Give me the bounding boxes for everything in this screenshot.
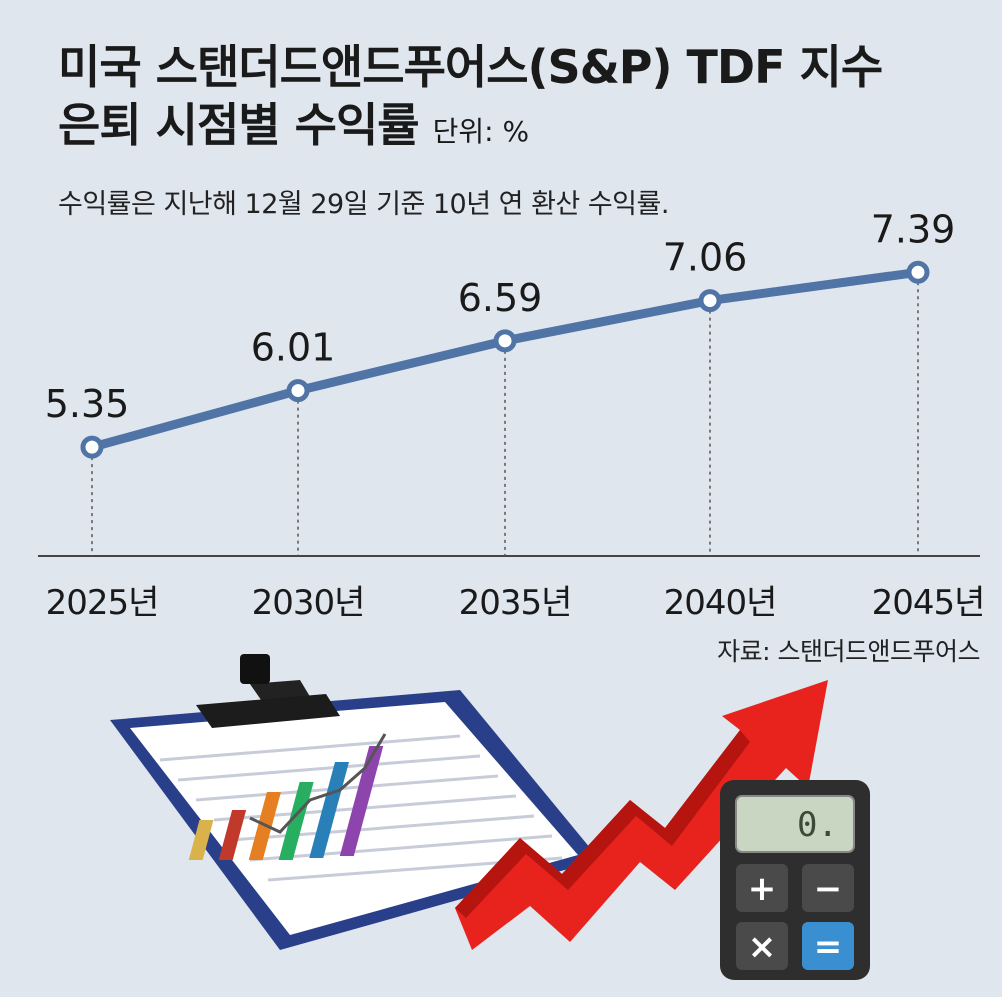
source-note: 자료: 스탠더드앤드푸어스 — [717, 637, 980, 666]
data-label: 7.39 — [871, 207, 956, 251]
data-point — [906, 260, 930, 284]
data-point — [493, 329, 517, 353]
calculator-key: − — [814, 869, 843, 909]
x-tick-label: 2035년 — [459, 583, 572, 623]
rising-arrow-icon — [455, 680, 828, 950]
unit-label: 단위: % — [432, 115, 530, 148]
data-point — [286, 379, 310, 403]
calculator-key: = — [814, 927, 843, 967]
bar-chart-icon — [188, 733, 387, 860]
data-label: 6.59 — [458, 276, 543, 320]
title-line-2: 은퇴 시점별 수익률 단위: % — [58, 96, 882, 161]
calculator-key: × — [748, 927, 777, 967]
title-line-2-text: 은퇴 시점별 수익률 — [58, 98, 420, 152]
svg-text:0.: 0. — [797, 805, 838, 845]
data-point — [698, 289, 722, 313]
title-line-1: 미국 스탠더드앤드푸어스(S&P) TDF 지수 — [58, 40, 883, 94]
line-chart: 5.35 6.01 6.59 7.06 7.39 2025년 2030년 2035년 2040… — [38, 207, 985, 623]
data-point — [80, 435, 104, 459]
chart-title: 미국 스탠더드앤드푸어스(S&P) TDF 지수 은퇴 시점별 수익률 단위: % — [58, 38, 883, 161]
data-label: 7.06 — [663, 236, 748, 280]
calculator-icon: 0. + − × = — [720, 780, 870, 980]
x-tick-label: 2025년 — [46, 583, 159, 623]
data-label: 5.35 — [45, 382, 130, 426]
data-label: 6.01 — [251, 326, 336, 370]
illustration: 0. + − × = — [110, 654, 870, 980]
calculator-key: + — [748, 869, 777, 909]
x-tick-label: 2045년 — [872, 583, 985, 623]
x-tick-label: 2030년 — [252, 583, 365, 623]
x-tick-label: 2040년 — [664, 583, 777, 623]
chart-subtitle: 수익률은 지난해 12월 29일 기준 10년 연 환산 수익률. — [58, 189, 669, 220]
